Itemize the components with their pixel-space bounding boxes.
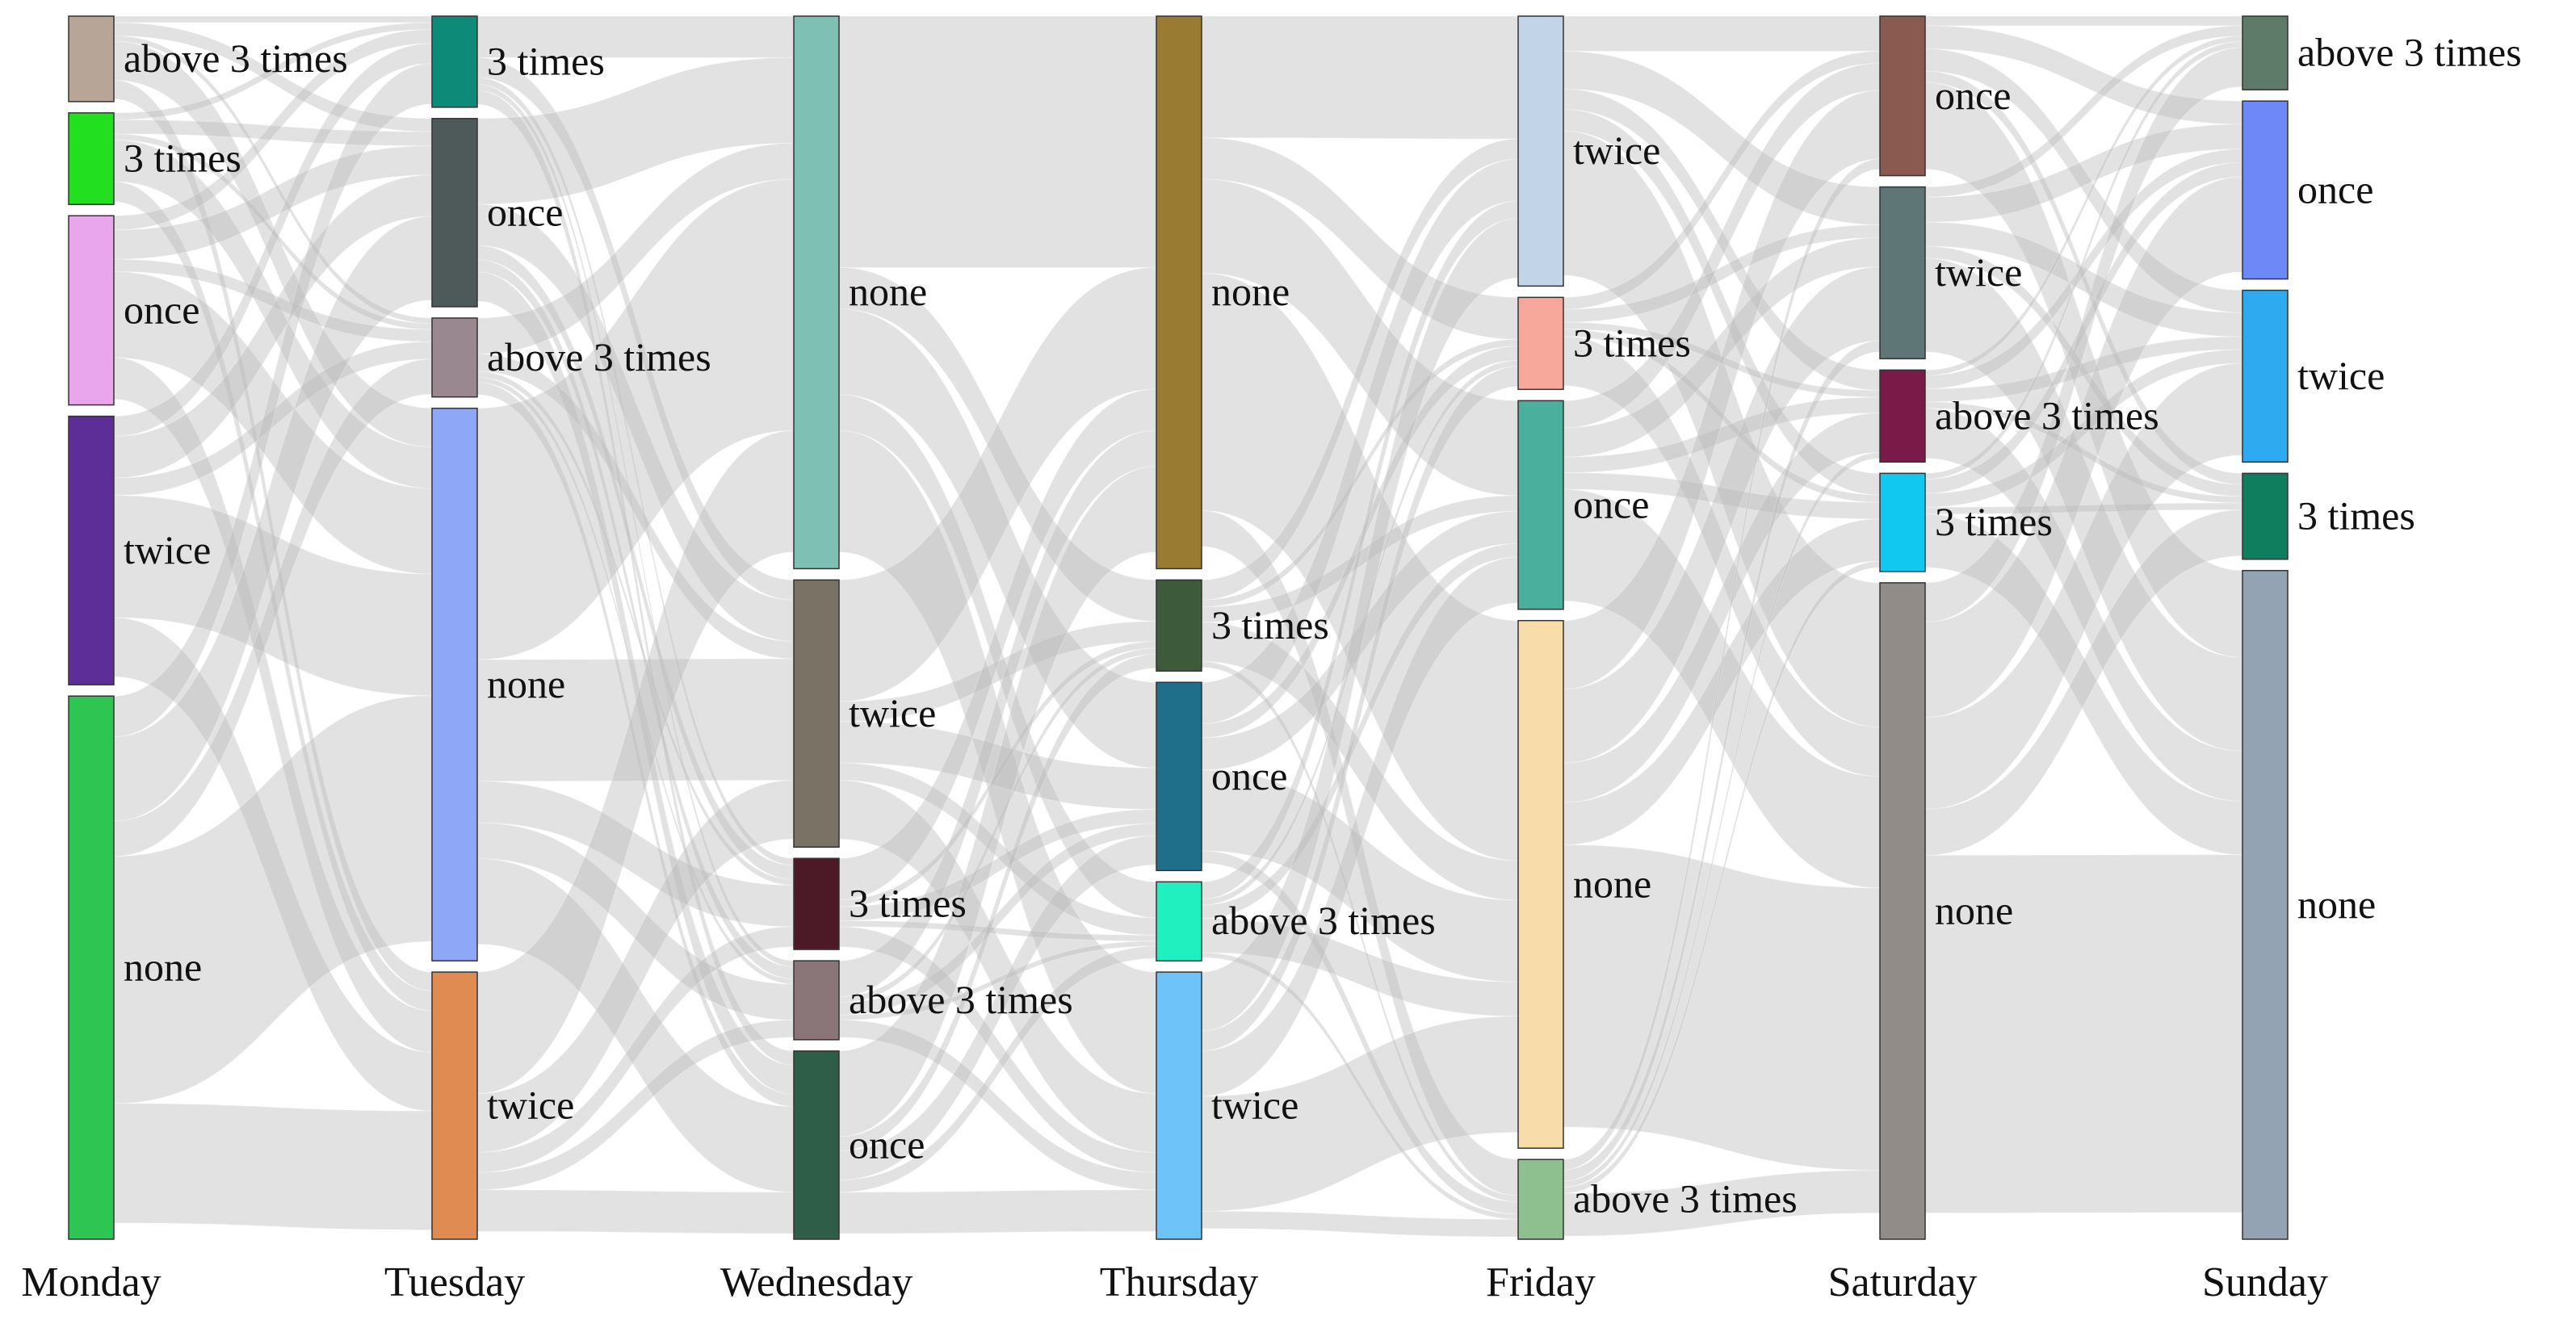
sankey-nodes	[68, 15, 2289, 1240]
node-label: twice	[849, 690, 936, 735]
node-monday-3-times[interactable]	[68, 112, 115, 205]
node-label: above 3 times	[124, 36, 348, 81]
node-wednesday-none[interactable]	[793, 15, 840, 570]
node-saturday-once[interactable]	[1879, 15, 1926, 177]
node-label: above 3 times	[1935, 392, 2159, 438]
node-label: once	[2297, 166, 2373, 212]
sankey-link-wednesday-thursday	[838, 15, 1157, 268]
day-label-friday: Friday	[1486, 1259, 1596, 1305]
node-saturday-above-3-times[interactable]	[1879, 369, 1926, 463]
sankey-link-thursday-friday	[1201, 15, 1519, 140]
node-label: 3 times	[1573, 320, 1691, 365]
sankey-node-labels: above 3 times 3 times once twice none 3 times…	[124, 30, 2522, 1221]
day-label-sunday: Sunday	[2202, 1259, 2328, 1305]
node-wednesday-once[interactable]	[793, 1050, 840, 1240]
node-friday-once[interactable]	[1517, 400, 1564, 610]
sankey-links	[113, 15, 2243, 1238]
node-tuesday-none[interactable]	[431, 407, 478, 962]
node-saturday-none[interactable]	[1879, 582, 1926, 1240]
node-label: 3 times	[124, 136, 241, 181]
node-thursday-twice[interactable]	[1156, 971, 1202, 1240]
node-thursday-above-3-times[interactable]	[1156, 881, 1202, 962]
day-axis-labels: Monday Tuesday Wednesday Thursday Friday Satu…	[21, 1259, 2328, 1305]
node-label: once	[487, 189, 563, 234]
sankey-link-friday-saturday	[1563, 15, 1881, 52]
node-tuesday-once[interactable]	[431, 118, 478, 308]
node-label: twice	[124, 527, 211, 572]
node-label: once	[1211, 753, 1287, 798]
node-sunday-3-times[interactable]	[2242, 472, 2289, 560]
day-label-wednesday: Wednesday	[720, 1259, 913, 1305]
node-friday-twice[interactable]	[1517, 15, 1564, 287]
node-wednesday-3-times[interactable]	[793, 857, 840, 950]
node-label: twice	[1573, 128, 1660, 173]
node-label: none	[1935, 887, 2013, 932]
node-thursday-3-times[interactable]	[1156, 579, 1202, 672]
node-friday-3-times[interactable]	[1517, 296, 1564, 391]
node-friday-none[interactable]	[1517, 619, 1564, 1149]
node-label: none	[124, 945, 202, 990]
node-label: above 3 times	[1211, 898, 1436, 943]
sankey-link-monday-tuesday	[113, 15, 433, 23]
node-monday-twice[interactable]	[68, 415, 115, 685]
node-monday-none[interactable]	[68, 695, 115, 1240]
node-sunday-above-3-times[interactable]	[2242, 15, 2289, 90]
node-label: none	[2297, 882, 2376, 927]
day-label-tuesday: Tuesday	[384, 1259, 525, 1305]
sankey-link-tuesday-wednesday	[476, 1189, 795, 1234]
node-thursday-none[interactable]	[1156, 15, 1202, 570]
node-label: 3 times	[2297, 493, 2415, 538]
day-label-saturday: Saturday	[1828, 1259, 1978, 1305]
node-monday-above-3-times[interactable]	[68, 15, 115, 103]
node-tuesday-above-3-times[interactable]	[431, 317, 478, 398]
node-thursday-once[interactable]	[1156, 681, 1202, 872]
node-label: above 3 times	[487, 334, 711, 379]
node-saturday-3-times[interactable]	[1879, 472, 1926, 572]
day-label-thursday: Thursday	[1100, 1259, 1258, 1305]
node-monday-once[interactable]	[68, 215, 115, 406]
node-label: twice	[487, 1083, 574, 1128]
node-label: none	[487, 661, 565, 706]
node-sunday-twice[interactable]	[2242, 289, 2289, 463]
node-label: none	[849, 269, 927, 314]
node-friday-above-3-times[interactable]	[1517, 1158, 1564, 1240]
node-wednesday-above-3-times[interactable]	[793, 960, 840, 1041]
node-sunday-none[interactable]	[2242, 569, 2289, 1240]
node-label: none	[1573, 861, 1651, 906]
node-label: once	[1573, 482, 1649, 527]
node-tuesday-3-times[interactable]	[431, 15, 478, 108]
node-label: twice	[1935, 249, 2022, 295]
sankey-link-saturday-sunday	[1924, 15, 2243, 27]
node-label: once	[1935, 73, 2011, 118]
node-label: above 3 times	[849, 977, 1073, 1022]
node-tuesday-twice[interactable]	[431, 971, 478, 1240]
sankey-link-thursday-friday	[1201, 1210, 1519, 1238]
node-label: above 3 times	[2297, 30, 2522, 75]
node-label: 3 times	[1935, 499, 2053, 544]
sankey-link-monday-tuesday	[113, 1103, 433, 1230]
node-label: 3 times	[487, 38, 605, 83]
node-label: 3 times	[849, 881, 967, 926]
node-label: 3 times	[1211, 602, 1329, 647]
day-label-monday: Monday	[21, 1259, 161, 1305]
node-sunday-once[interactable]	[2242, 100, 2289, 280]
node-wednesday-twice[interactable]	[793, 579, 840, 848]
node-label: above 3 times	[1573, 1176, 1798, 1221]
node-label: twice	[2297, 353, 2385, 398]
node-label: none	[1211, 269, 1290, 314]
node-label: once	[124, 287, 199, 332]
node-label: once	[849, 1121, 925, 1167]
sankey-link-wednesday-thursday	[838, 1189, 1157, 1234]
node-saturday-twice[interactable]	[1879, 186, 1926, 360]
node-label: twice	[1211, 1083, 1298, 1128]
